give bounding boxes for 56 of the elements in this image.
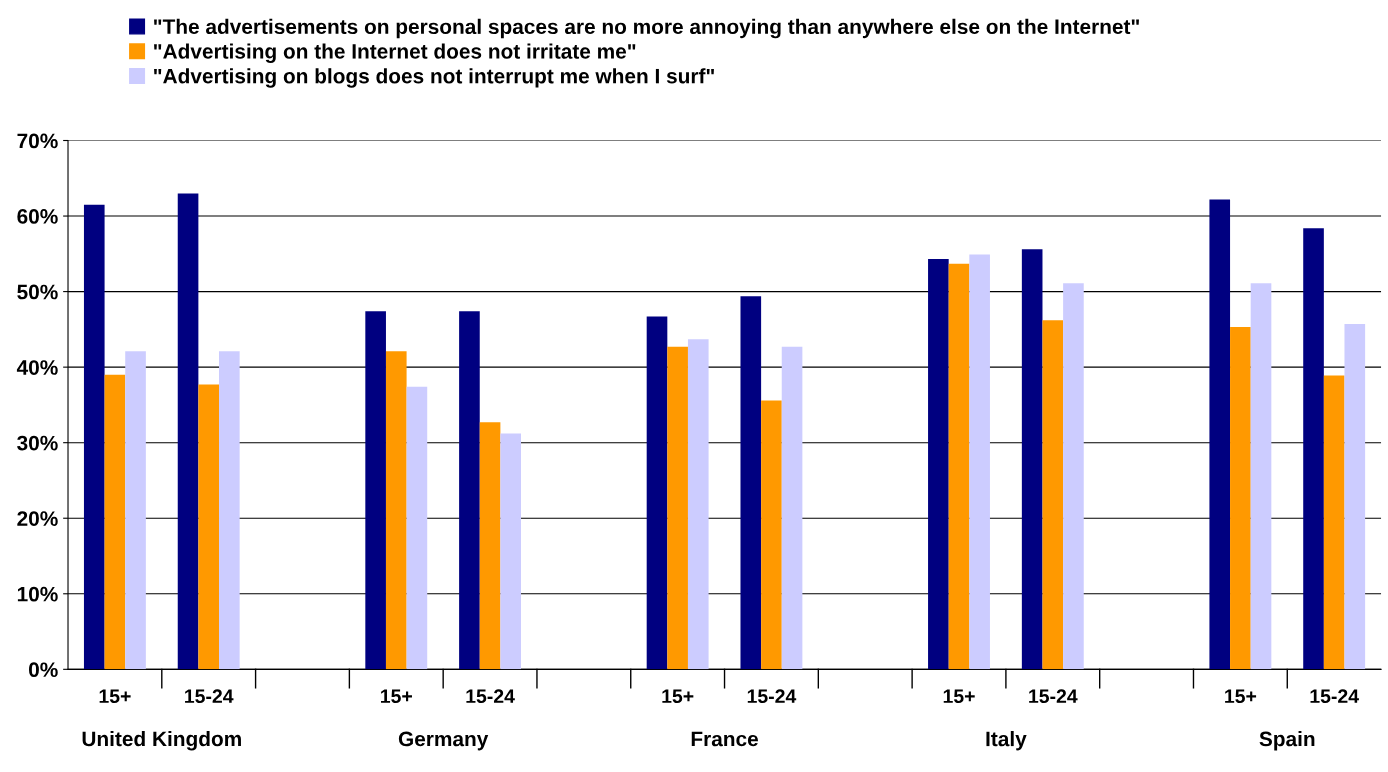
bar xyxy=(1344,324,1366,670)
text: Italy xyxy=(986,731,1027,751)
bar xyxy=(761,400,782,670)
bar xyxy=(125,351,146,670)
bar xyxy=(948,263,970,670)
bar xyxy=(1230,327,1251,670)
y-tick-label: 60% xyxy=(17,209,58,224)
y-tick-label: 40% xyxy=(16,360,58,375)
bar xyxy=(1021,249,1043,670)
bar xyxy=(500,433,522,670)
y-tick-label: 10% xyxy=(17,586,58,602)
y-tick-label: 70% xyxy=(17,133,58,149)
legend-label: "Advertising on the Internet does not irritate me" xyxy=(154,43,636,63)
bar xyxy=(365,311,386,670)
bar xyxy=(479,422,501,670)
bar xyxy=(667,346,688,670)
x-tick-label: 15-24 xyxy=(1310,689,1359,704)
x-tick-label: 15-24 xyxy=(1029,689,1078,704)
x-tick-label: 15+ xyxy=(943,689,975,704)
bar xyxy=(385,351,407,670)
y-tick-label: 0% xyxy=(29,662,58,678)
x-tick-label: 15+ xyxy=(662,689,694,704)
bar xyxy=(83,204,105,670)
text: Spain xyxy=(1259,731,1315,751)
bar xyxy=(969,254,990,670)
x-tick-label: 15+ xyxy=(99,689,131,704)
legend-label: "Advertising on blogs does not interrupt me when I surf" xyxy=(154,68,714,88)
bar xyxy=(198,384,220,670)
y-tick-label: 30% xyxy=(17,435,58,451)
bar xyxy=(177,193,199,670)
legend-label: "The advertisements on personal spaces are no more annoying than anywhere else on the Internet" xyxy=(154,18,1139,39)
x-tick-label: 15+ xyxy=(381,689,412,704)
bar xyxy=(740,296,762,670)
bar xyxy=(1303,228,1324,670)
x-tick-label: 15-24 xyxy=(185,689,234,704)
y-tick-label: 50% xyxy=(17,284,58,300)
bar xyxy=(1042,320,1064,670)
text: United Kingdom xyxy=(82,730,241,751)
bar xyxy=(1209,199,1231,670)
bar xyxy=(1250,283,1272,670)
x-tick-label: 15-24 xyxy=(747,689,797,704)
bar xyxy=(646,316,668,670)
bar xyxy=(928,259,949,670)
text: Germany xyxy=(398,731,489,751)
text: France xyxy=(691,731,758,747)
bar xyxy=(781,346,803,670)
bar xyxy=(104,374,126,670)
bar xyxy=(406,386,428,670)
bar xyxy=(687,339,709,670)
bar xyxy=(1323,375,1345,670)
x-tick-label: 15+ xyxy=(1225,689,1257,704)
bar xyxy=(1063,283,1084,670)
x-tick-label: 15-24 xyxy=(466,689,515,704)
y-tick-label: 20% xyxy=(17,511,58,526)
bar xyxy=(219,351,240,670)
bar xyxy=(459,311,480,670)
